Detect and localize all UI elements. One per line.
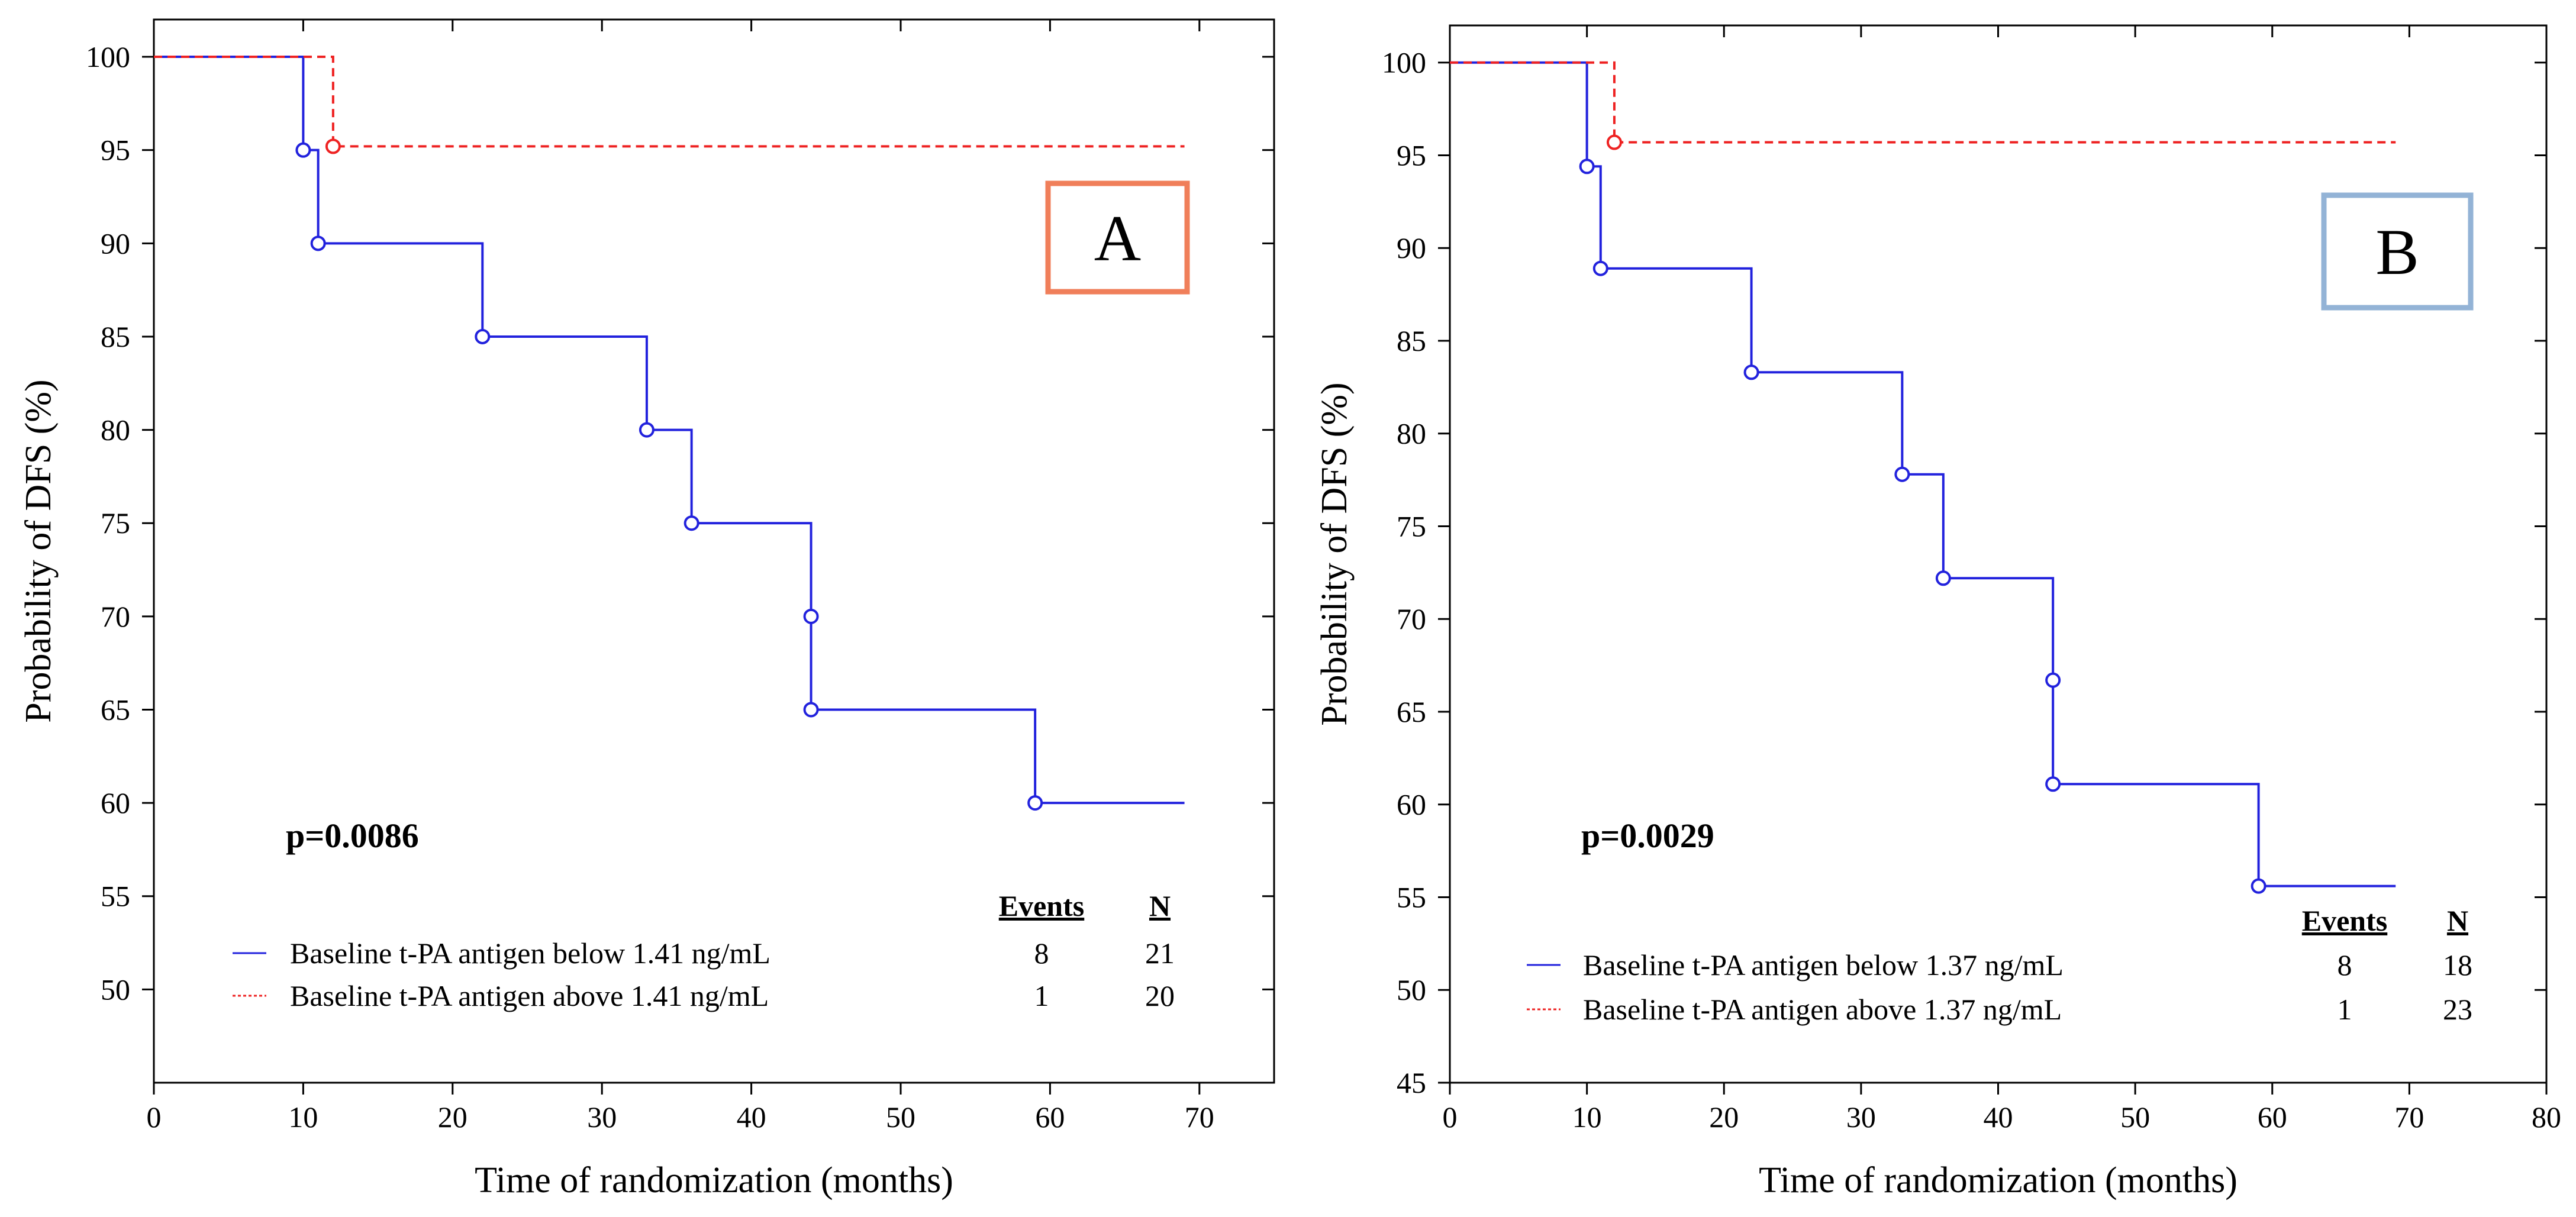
y-tick-label: 60 bbox=[1397, 788, 1426, 821]
survival-curve-above bbox=[154, 56, 1185, 148]
censor-marker bbox=[1894, 466, 1910, 482]
x-tick-label: 80 bbox=[2532, 1100, 2561, 1134]
legend-header-events: Events bbox=[2302, 904, 2387, 937]
x-tick-label: 70 bbox=[2394, 1100, 2424, 1134]
panel-label-box bbox=[2321, 192, 2474, 311]
chart-panel-a: 0 10 20 30 40 50 60 70 50 55 60 65 70 75 80 85 90 95 100 Ti… bbox=[18, 18, 1275, 1200]
legend-events-value: 1 bbox=[2338, 993, 2352, 1026]
censor-marker bbox=[1579, 159, 1595, 175]
y-tick-label: 55 bbox=[101, 880, 130, 913]
censor-marker bbox=[2045, 776, 2061, 792]
censor-marker bbox=[803, 702, 819, 718]
y-tick-label: 80 bbox=[1397, 417, 1426, 450]
x-tick-label: 20 bbox=[1709, 1100, 1739, 1134]
censor-marker bbox=[2251, 878, 2267, 894]
y-tick-label: 70 bbox=[1397, 602, 1426, 635]
legend-n-value: 20 bbox=[1145, 979, 1175, 1012]
censor-marker bbox=[310, 235, 326, 251]
censor-marker bbox=[475, 328, 491, 344]
y-tick-label: 85 bbox=[1397, 324, 1426, 357]
censor-marker bbox=[1592, 260, 1608, 276]
y-tick-label: 45 bbox=[1397, 1066, 1426, 1099]
x-tick-label: 50 bbox=[886, 1100, 915, 1134]
y-tick-label: 55 bbox=[1397, 880, 1426, 913]
x-tick-label: 60 bbox=[2258, 1100, 2287, 1134]
panel-label: B bbox=[2375, 216, 2419, 288]
chart-panel-b: 0 10 20 30 40 50 60 70 80 45 50 55 60 65 70 75 80 85 90 95 1… bbox=[1314, 24, 2561, 1200]
legend-events-value: 8 bbox=[2338, 948, 2352, 982]
legend-events-value: 8 bbox=[1034, 937, 1049, 970]
censor-marker bbox=[295, 142, 311, 158]
y-tick-label: 100 bbox=[1382, 46, 1426, 79]
p-value: p=0.0086 bbox=[286, 816, 419, 855]
x-tick-label: 10 bbox=[288, 1100, 318, 1134]
x-tick-label: 20 bbox=[438, 1100, 468, 1134]
censor-marker bbox=[803, 608, 819, 624]
censor-marker bbox=[1743, 364, 1759, 380]
legend-entry-label: Baseline t-PA antigen above 1.41 ng/mL bbox=[290, 979, 769, 1012]
legend-n-value: 21 bbox=[1145, 937, 1175, 970]
censor-marker bbox=[2045, 672, 2061, 688]
plot-frame bbox=[153, 18, 1275, 1084]
panel-label-box bbox=[1045, 180, 1190, 295]
x-tick-label: 0 bbox=[1443, 1100, 1458, 1134]
legend-header-n: N bbox=[2447, 904, 2468, 937]
y-tick-label: 95 bbox=[1397, 138, 1426, 172]
censor-marker bbox=[325, 138, 341, 154]
x-tick-label: 60 bbox=[1035, 1100, 1065, 1134]
p-value: p=0.0029 bbox=[1581, 816, 1714, 855]
y-tick-label: 50 bbox=[101, 973, 130, 1006]
censor-marker bbox=[639, 422, 655, 438]
censor-marker bbox=[684, 515, 699, 531]
x-tick-label: 40 bbox=[737, 1100, 766, 1134]
x-tick-label: 50 bbox=[2120, 1100, 2150, 1134]
x-tick-label: 40 bbox=[1984, 1100, 2013, 1134]
y-tick-label: 90 bbox=[1397, 231, 1426, 264]
legend-n-value: 18 bbox=[2443, 948, 2472, 982]
x-tick-label: 30 bbox=[1846, 1100, 1876, 1134]
y-axis-label: Probability of DFS (%) bbox=[18, 379, 59, 722]
y-tick-label: 100 bbox=[86, 40, 130, 73]
censor-marker bbox=[1027, 795, 1043, 811]
y-tick-label: 75 bbox=[1397, 509, 1426, 543]
legend-entry-label: Baseline t-PA antigen above 1.37 ng/mL bbox=[1583, 993, 2062, 1026]
censor-marker bbox=[1606, 134, 1622, 150]
legend-n-value: 23 bbox=[2443, 993, 2472, 1026]
x-axis-label: Time of randomization (months) bbox=[1759, 1160, 2238, 1200]
panel-label: A bbox=[1094, 202, 1141, 275]
survival-curve-above bbox=[1450, 61, 2396, 144]
legend-entry-label: Baseline t-PA antigen below 1.41 ng/mL bbox=[290, 937, 770, 970]
x-axis-label: Time of randomization (months) bbox=[475, 1160, 953, 1200]
y-tick-label: 80 bbox=[101, 414, 130, 447]
y-tick-label: 95 bbox=[101, 134, 130, 167]
y-tick-label: 85 bbox=[101, 320, 130, 353]
x-tick-label: 30 bbox=[587, 1100, 617, 1134]
y-tick-label: 70 bbox=[101, 600, 130, 633]
x-tick-label: 10 bbox=[1572, 1100, 1602, 1134]
y-tick-label: 50 bbox=[1397, 973, 1426, 1006]
legend-events-value: 1 bbox=[1034, 979, 1049, 1012]
legend-header-events: Events bbox=[999, 889, 1084, 922]
y-tick-label: 75 bbox=[101, 506, 130, 540]
y-tick-label: 60 bbox=[101, 786, 130, 819]
y-tick-label: 65 bbox=[101, 693, 130, 726]
y-axis-label: Probability of DFS (%) bbox=[1314, 382, 1355, 725]
censor-marker bbox=[1935, 570, 1951, 586]
legend-entry-label: Baseline t-PA antigen below 1.37 ng/mL bbox=[1583, 948, 2064, 982]
legend-header-n: N bbox=[1149, 889, 1171, 922]
y-tick-label: 65 bbox=[1397, 695, 1426, 728]
y-tick-label: 90 bbox=[101, 227, 130, 260]
x-tick-label: 0 bbox=[147, 1100, 162, 1134]
x-tick-label: 70 bbox=[1185, 1100, 1214, 1134]
